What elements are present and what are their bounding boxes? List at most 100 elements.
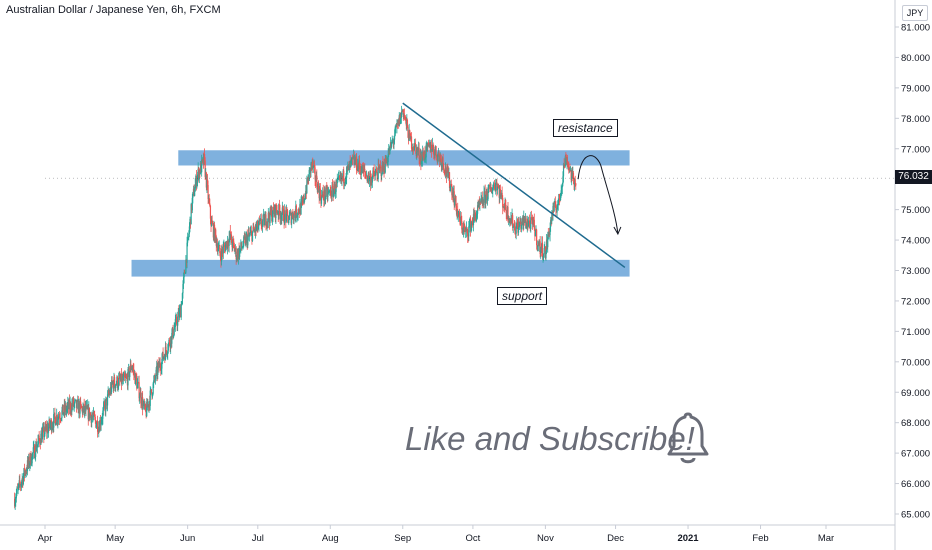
- candle-body: [257, 226, 259, 230]
- candle-body: [305, 190, 307, 199]
- candle-body: [332, 185, 334, 187]
- candle-body: [440, 158, 442, 167]
- candle-body: [201, 159, 203, 173]
- candle-body: [76, 400, 78, 408]
- candle-body: [381, 174, 383, 177]
- candle-body: [91, 417, 93, 423]
- candle-body: [461, 221, 463, 230]
- candle-body: [453, 191, 455, 206]
- candle-body: [389, 145, 391, 154]
- candle-body: [133, 369, 135, 374]
- candle-body: [225, 244, 227, 252]
- candle-body: [223, 245, 226, 247]
- candle-body: [142, 397, 144, 409]
- candle-body: [407, 127, 409, 138]
- candle-body: [418, 147, 420, 159]
- candle-body: [118, 377, 120, 387]
- candle-body: [368, 173, 370, 182]
- candle-body: [115, 384, 117, 388]
- candle-body: [66, 409, 68, 412]
- candle-body: [57, 419, 59, 422]
- candle-body: [212, 223, 214, 225]
- time-tick-label: Sep: [394, 533, 411, 544]
- candle-body: [416, 147, 418, 153]
- price-tick-label: 80.000: [901, 53, 930, 64]
- candle-body: [207, 185, 209, 200]
- candle-body: [556, 207, 558, 213]
- candle-body: [249, 232, 251, 235]
- candle-body: [175, 317, 178, 324]
- candle-body: [446, 167, 448, 177]
- candle-body: [415, 144, 417, 148]
- candle-body: [160, 367, 162, 370]
- candle-body: [563, 164, 565, 166]
- candle-body: [219, 252, 221, 258]
- candle-body: [143, 401, 145, 407]
- candle-body: [56, 415, 58, 422]
- candle-body: [479, 202, 481, 205]
- candle-body: [194, 191, 196, 196]
- candle-body: [276, 210, 278, 214]
- candle-body: [542, 256, 544, 258]
- candle-body: [328, 190, 330, 192]
- candle-body: [468, 226, 470, 237]
- candle-body: [140, 392, 142, 404]
- candle-body: [264, 217, 266, 226]
- currency-badge[interactable]: JPY: [902, 5, 928, 21]
- candle-body: [516, 222, 518, 227]
- candle-body: [334, 184, 336, 194]
- candle-body: [422, 151, 424, 157]
- candle-body: [43, 434, 46, 438]
- candle-body: [49, 419, 51, 427]
- candle-body: [116, 377, 119, 388]
- candle-body: [160, 368, 162, 370]
- candle-body: [488, 186, 490, 189]
- candle-body: [441, 163, 443, 167]
- candle-body: [135, 373, 137, 379]
- candle-body: [436, 155, 438, 157]
- time-tick-label: Mar: [818, 533, 834, 544]
- candle-body: [70, 402, 72, 411]
- candle-body: [517, 221, 520, 233]
- candle-body: [54, 417, 57, 426]
- candle-body: [235, 247, 237, 260]
- candle-body: [250, 231, 252, 233]
- candle-body: [32, 447, 34, 453]
- candle-body: [561, 183, 563, 188]
- candle-body: [104, 402, 106, 405]
- candle-body: [102, 406, 105, 411]
- resistance-label: resistance: [553, 119, 618, 137]
- price-tick-label: 69.000: [901, 388, 930, 399]
- candle-body: [268, 212, 270, 219]
- candle-body: [203, 154, 206, 161]
- candle-body: [150, 389, 152, 393]
- candle-body: [22, 475, 24, 485]
- candle-body: [396, 123, 398, 127]
- candle-body: [93, 411, 95, 416]
- candle-body: [451, 185, 453, 196]
- candle-body: [275, 205, 277, 219]
- candle-body: [162, 352, 164, 360]
- candle-body: [30, 453, 32, 465]
- candle-body: [284, 210, 286, 224]
- candle-body: [523, 216, 525, 224]
- candle-body: [236, 258, 238, 260]
- candle-body: [375, 170, 378, 173]
- candle-body: [298, 209, 300, 213]
- price-tick-label: 66.000: [901, 479, 930, 490]
- candle-body: [545, 251, 547, 259]
- candle-body: [54, 412, 56, 418]
- candle-body: [130, 364, 132, 370]
- candle-body: [566, 161, 568, 165]
- candle-body: [32, 452, 34, 454]
- candle-body: [449, 187, 451, 189]
- bell-icon[interactable]: [665, 410, 711, 468]
- candle-body: [211, 220, 213, 227]
- candle-body: [312, 165, 314, 169]
- candle-body: [485, 194, 487, 203]
- candle-body: [190, 204, 192, 225]
- candle-body: [196, 179, 198, 187]
- candle-body: [232, 239, 234, 248]
- candle-body: [173, 335, 175, 338]
